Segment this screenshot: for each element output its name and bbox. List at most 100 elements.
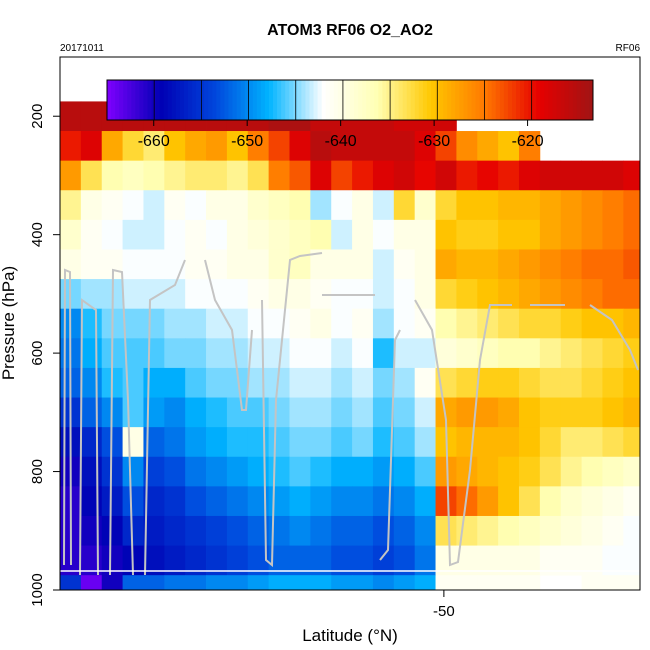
heatmap-cell <box>393 515 416 546</box>
heatmap-cell <box>623 249 641 280</box>
colorbar-segment <box>309 80 315 120</box>
heatmap-cell <box>560 338 582 369</box>
colorbar-segment <box>354 80 359 120</box>
heatmap-cell <box>498 427 520 458</box>
y-tick-label: 400 <box>29 222 46 247</box>
heatmap-cell <box>80 101 103 132</box>
heatmap-cell <box>435 575 457 591</box>
heatmap-cell <box>477 515 499 546</box>
heatmap-cell <box>289 190 311 221</box>
colorbar-segment <box>524 80 529 120</box>
heatmap-cell <box>602 190 624 221</box>
heatmap-cell <box>456 338 478 369</box>
heatmap-cell <box>352 545 374 576</box>
colorbar-segment <box>252 80 258 120</box>
heatmap-cell <box>602 249 624 280</box>
heatmap-cell <box>456 219 478 250</box>
colorbar-segment <box>580 80 586 120</box>
heatmap-cell <box>60 190 82 221</box>
heatmap-cell <box>143 131 165 162</box>
heatmap-cell <box>560 367 582 398</box>
heatmap-cell <box>352 190 374 221</box>
heatmap-cell <box>393 249 416 280</box>
colorbar-segment <box>556 80 562 120</box>
heatmap-cell <box>268 190 290 221</box>
colorbar <box>106 79 594 121</box>
colorbar-segment <box>507 80 513 120</box>
heatmap-cell <box>226 486 249 517</box>
heatmap-cell <box>60 219 82 250</box>
colorbar-segment <box>281 80 286 120</box>
colorbar-segment <box>443 80 448 120</box>
heatmap-cell <box>498 249 520 280</box>
heatmap-cell <box>331 160 353 191</box>
heatmap-cell <box>602 545 624 576</box>
colorbar-segment <box>220 80 225 120</box>
colorbar-tick-label: -660 <box>138 133 170 150</box>
heatmap-cell <box>289 367 311 398</box>
heatmap-cell <box>477 308 499 339</box>
colorbar-segment <box>208 80 213 120</box>
colorbar-segment <box>111 80 116 120</box>
colorbar-segment <box>269 80 274 120</box>
heatmap-cell <box>122 338 144 369</box>
heatmap-cell <box>289 397 311 428</box>
colorbar-segment <box>370 80 375 120</box>
colorbar-segment <box>431 80 436 120</box>
heatmap-cell <box>623 486 641 517</box>
heatmap-cell <box>331 190 353 221</box>
colorbar-segment <box>479 80 485 120</box>
heatmap-cell <box>143 515 165 546</box>
heatmap-cell <box>560 545 582 576</box>
heatmap-cell <box>226 190 249 221</box>
colorbar-segment <box>192 80 197 120</box>
heatmap-cell <box>372 249 395 280</box>
colorbar-segment <box>139 80 144 120</box>
heatmap-cell <box>143 427 165 458</box>
heatmap-cell <box>435 219 457 250</box>
heatmap-cell <box>518 308 541 339</box>
heatmap-cell <box>372 367 395 398</box>
heatmap-cell <box>247 190 270 221</box>
heatmap-cell <box>414 367 436 398</box>
heatmap-cell <box>289 486 311 517</box>
heatmap-cell <box>581 456 603 487</box>
heatmap-cell <box>498 190 520 221</box>
heatmap-cell <box>477 131 499 162</box>
heatmap-cell <box>247 486 270 517</box>
heatmap-cell <box>539 397 562 428</box>
heatmap-cell <box>164 160 186 191</box>
heatmap-cell <box>206 367 228 398</box>
flight-track <box>79 298 99 576</box>
heatmap-cell <box>560 515 582 546</box>
colorbar-segment <box>240 80 246 120</box>
heatmap-cell <box>477 575 499 591</box>
heatmap-cell <box>518 456 541 487</box>
heatmap-cell <box>331 219 353 250</box>
heatmap-cell <box>247 515 270 546</box>
colorbar-segment <box>350 80 355 120</box>
heatmap-cell <box>101 575 123 591</box>
heatmap-cell <box>414 515 436 546</box>
colorbar-segment <box>495 80 501 120</box>
colorbar-segment <box>451 80 456 120</box>
heatmap-cell <box>393 545 416 576</box>
heatmap-cell <box>602 427 624 458</box>
heatmap-cell <box>60 131 82 162</box>
heatmap-cell <box>206 397 228 428</box>
heatmap-cell <box>185 486 207 517</box>
heatmap-cell <box>247 160 270 191</box>
heatmap-cell <box>414 279 436 310</box>
heatmap-cell <box>414 219 436 250</box>
heatmap-cell <box>60 101 82 132</box>
heatmap-cell <box>122 160 144 191</box>
heatmap-cell <box>289 456 311 487</box>
heatmap-cell <box>372 219 395 250</box>
heatmap-cell <box>80 367 103 398</box>
heatmap-cell <box>247 456 270 487</box>
colorbar-segment <box>200 80 205 120</box>
heatmap-cell <box>477 545 499 576</box>
heatmap-cell <box>518 219 541 250</box>
heatmap-cell <box>101 545 123 576</box>
heatmap-cell <box>143 397 165 428</box>
